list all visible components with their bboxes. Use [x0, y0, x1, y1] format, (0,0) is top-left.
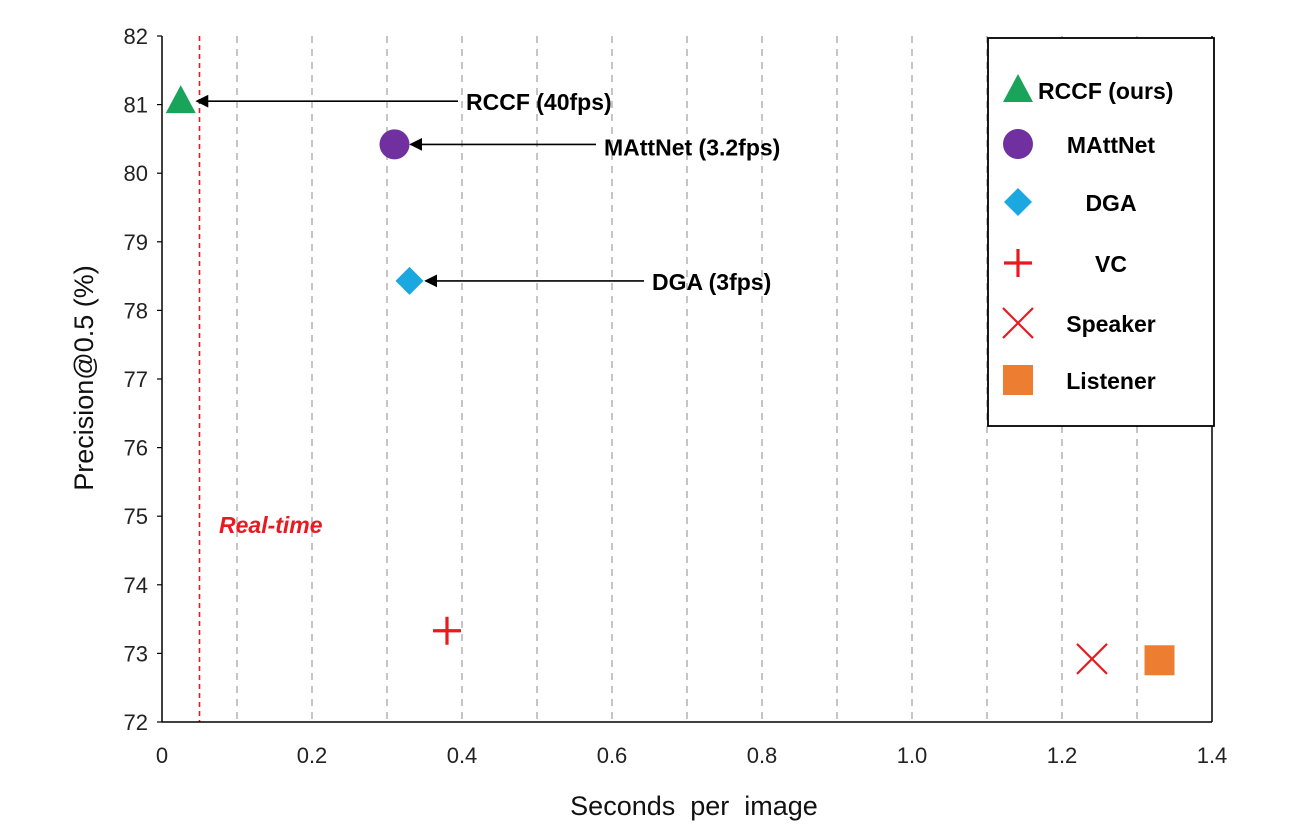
y-tick-labels: 72 73 74 75 76 77 78 79 80 81 82 — [124, 24, 162, 735]
x-tick-label: 1.2 — [1047, 743, 1078, 768]
x-tick-label: 0.2 — [297, 743, 328, 768]
legend-label-speaker: Speaker — [1066, 311, 1156, 337]
annotation-label: RCCF (40fps) — [466, 89, 612, 115]
x-tick-label: 0 — [156, 743, 168, 768]
annotation-label: DGA (3fps) — [652, 269, 771, 295]
y-tick-label: 82 — [124, 24, 148, 49]
legend-marker-speaker-b — [1002, 307, 1034, 339]
legend-label-dga: DGA — [1085, 190, 1136, 216]
legend-marker-mattnet — [1003, 129, 1033, 159]
legend-marker-vc — [1004, 249, 1032, 277]
legend-marker-dga — [1004, 188, 1032, 216]
realtime-marker: Real-time — [198, 36, 323, 722]
legend-marker-listener — [1003, 365, 1033, 395]
legend-box — [987, 37, 1215, 427]
legend-marker-speaker — [1002, 307, 1034, 339]
y-tick-label: 81 — [124, 93, 148, 118]
legend-label-rccf-ours: RCCF (ours) — [1038, 78, 1173, 104]
point-annotations: RCCF (40fps) MAttNet (3.2fps) DGA (3fps) — [195, 89, 780, 295]
y-axis-title: Precision@0.5 (%) — [69, 265, 99, 490]
point-speaker — [1076, 643, 1108, 675]
point-vc — [433, 616, 461, 645]
y-tick-label: 74 — [124, 573, 148, 598]
x-tick-label: 0.4 — [447, 743, 478, 768]
legend-marker-rccf-ours — [1003, 74, 1033, 102]
point-rccf-ours — [165, 85, 196, 114]
legend: RCCF (ours) MAttNet DGA VC Speaker Listener — [987, 37, 1215, 427]
y-tick-label: 73 — [124, 641, 148, 666]
annotation-label: MAttNet (3.2fps) — [604, 134, 780, 160]
legend-label-vc: VC — [1095, 251, 1127, 277]
y-tick-label: 77 — [124, 367, 148, 392]
x-axis-title: Seconds per image — [570, 791, 818, 821]
legend-label-listener: Listener — [1066, 368, 1156, 394]
data-points — [165, 85, 1175, 676]
x-tick-label: 1.4 — [1197, 743, 1228, 768]
point-mattnet — [379, 129, 410, 160]
x-tick-label: 0.8 — [747, 743, 778, 768]
x-tick-labels: 0 0.2 0.4 0.6 0.8 1.0 1.2 1.4 — [156, 743, 1227, 768]
realtime-label: Real-time — [219, 512, 323, 538]
y-tick-label: 79 — [124, 230, 148, 255]
y-tick-label: 76 — [124, 436, 148, 461]
x-tick-label: 0.6 — [597, 743, 628, 768]
y-tick-label: 80 — [124, 161, 148, 186]
y-tick-label: 72 — [124, 710, 148, 735]
point-listener — [1144, 645, 1175, 676]
y-tick-label: 75 — [124, 504, 148, 529]
legend-label-mattnet: MAttNet — [1067, 132, 1155, 158]
point-dga — [395, 266, 424, 295]
point-speaker-b — [1076, 643, 1108, 675]
x-tick-label: 1.0 — [897, 743, 928, 768]
y-tick-label: 78 — [124, 298, 148, 323]
